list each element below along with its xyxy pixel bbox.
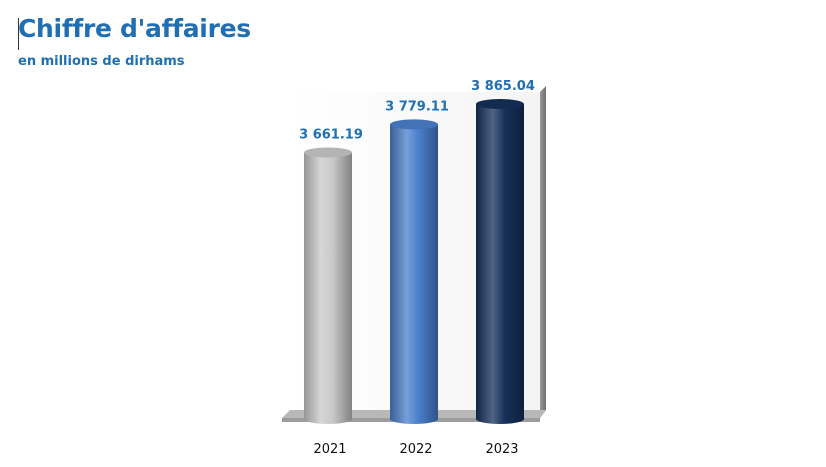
bar-body-2023 (476, 104, 524, 424)
bar-body-2022 (390, 124, 438, 424)
bar-2021 (304, 147, 352, 424)
text-cursor (18, 18, 19, 50)
value-label-2021: 3 661.19 (299, 127, 363, 142)
page-title: Chiffre d'affaires (18, 14, 251, 43)
value-label-2023: 3 865.04 (471, 79, 535, 94)
bar-body-2021 (304, 152, 352, 424)
x-tick-2023: 2023 (485, 442, 518, 457)
value-label-2022: 3 779.11 (385, 99, 449, 114)
bar-cap-2021 (304, 147, 352, 158)
page-subtitle: en millions de dirhams (18, 54, 185, 69)
side-wall (540, 86, 546, 418)
bar-cap-2022 (390, 119, 438, 130)
x-tick-2021: 2021 (313, 442, 346, 457)
value-labels-group: 3 661.19 3 779.11 3 865.04 (299, 79, 535, 142)
bar-2022 (390, 119, 438, 424)
bar-2023 (476, 99, 524, 424)
bar-cap-2023 (476, 99, 524, 109)
bars-group (304, 99, 524, 424)
x-tick-2022: 2022 (399, 442, 432, 457)
x-axis-ticks: 2021 2022 2023 (313, 442, 518, 457)
